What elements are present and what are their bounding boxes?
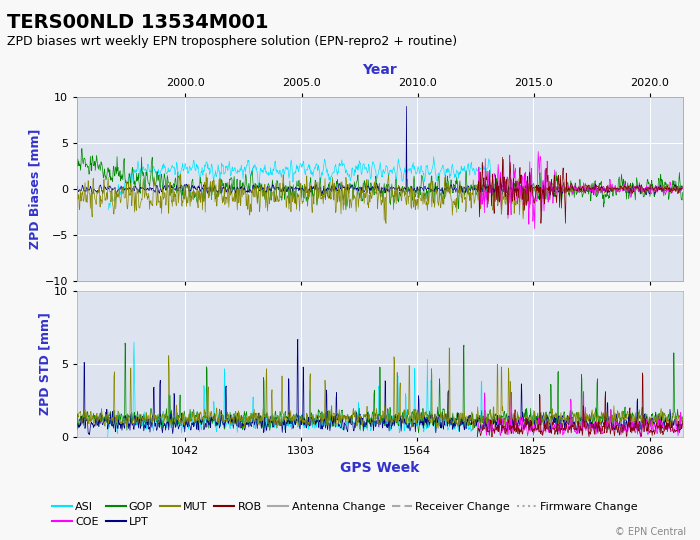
Y-axis label: ZPD STD [mm]: ZPD STD [mm] [38,313,51,415]
X-axis label: Year: Year [363,63,397,77]
Text: ZPD biases wrt weekly EPN troposphere solution (EPN-repro2 + routine): ZPD biases wrt weekly EPN troposphere so… [7,35,457,48]
Legend: ASI, COE, GOP, LPT, MUT, ROB, Antenna Change, Receiver Change, Firmware Change: ASI, COE, GOP, LPT, MUT, ROB, Antenna Ch… [48,497,642,532]
Y-axis label: ZPD Biases [mm]: ZPD Biases [mm] [29,129,42,249]
Text: © EPN Central: © EPN Central [615,527,686,537]
X-axis label: GPS Week: GPS Week [340,461,419,475]
Text: TERS00NLD 13534M001: TERS00NLD 13534M001 [7,14,269,32]
